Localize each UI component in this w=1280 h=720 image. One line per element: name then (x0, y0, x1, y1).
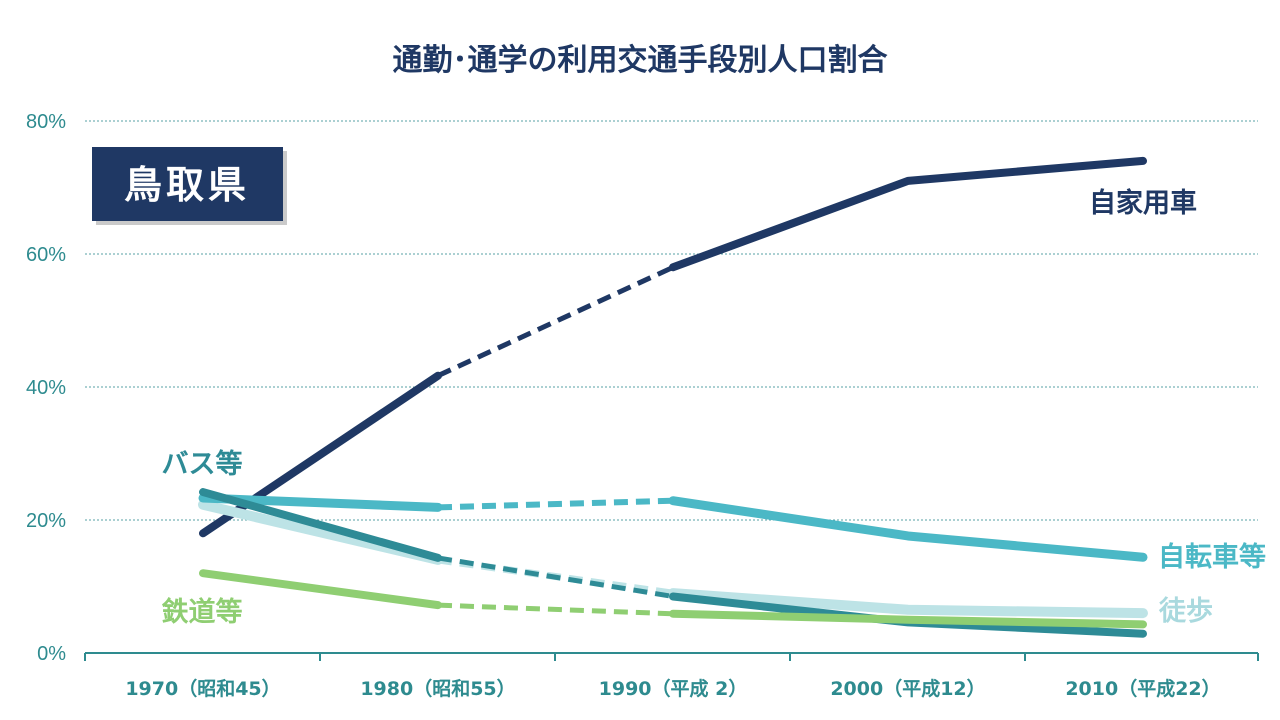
y-tick-label: 60% (26, 244, 66, 266)
series-lines (198, 156, 1148, 638)
series-label: 自家用車 (1089, 187, 1197, 219)
prefecture-badge-label: 鳥取県 (124, 163, 250, 207)
grid-lines (85, 120, 1258, 521)
x-tick-labels: 1970（昭和45） 1980（昭和55） 1990（平成 2） 2000（平成12）… (125, 677, 1220, 700)
series-segment (668, 496, 1148, 562)
y-tick-label: 40% (26, 377, 66, 399)
series-segment (199, 569, 442, 610)
x-axis (84, 652, 1259, 661)
series-line (199, 156, 1147, 538)
series-label: バス等 (162, 448, 243, 480)
y-tick-label: 80% (26, 111, 66, 133)
x-tick-label: 1990（平成 2） (599, 677, 748, 700)
y-tick-labels: 0% 20% 40% 60% 80% (26, 111, 66, 665)
series-segment (669, 609, 1147, 629)
y-tick-label: 20% (26, 510, 66, 532)
series-segment (669, 156, 1147, 272)
series-segment-dashed (436, 265, 675, 378)
series-segment-dashed (437, 602, 674, 617)
series-label: 鉄道等 (162, 596, 243, 628)
series-segment (199, 488, 442, 562)
x-tick-label: 1970（昭和45） (125, 677, 280, 700)
y-tick-label: 0% (37, 643, 66, 665)
prefecture-badge: 鳥取県 (92, 147, 287, 225)
series-label: 自転車等 (1158, 541, 1266, 573)
x-tick-label: 2000（平成12） (830, 677, 985, 700)
series-label: 徒歩 (1158, 596, 1213, 627)
series-line (199, 569, 1147, 629)
x-tick-label: 2010（平成22） (1065, 677, 1220, 700)
series-segment-dashed (437, 497, 674, 511)
series-segment-dashed (437, 555, 674, 599)
x-tick-label: 1980（昭和55） (360, 677, 515, 700)
chart-title: 通勤･通学の利用交通手段別人口割合 (393, 43, 888, 78)
series-segment (668, 588, 1148, 619)
